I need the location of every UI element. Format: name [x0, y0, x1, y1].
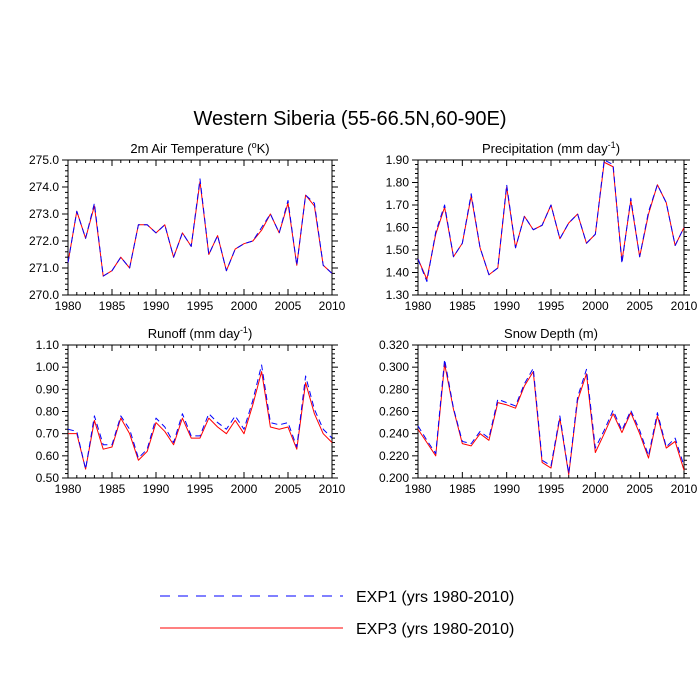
y-tick-label-runoff: 1.10: [36, 338, 60, 352]
y-tick-label-precipitation: 1.50: [386, 243, 410, 257]
y-tick-label-precipitation: 1.40: [386, 266, 410, 280]
y-tick-label-snow-depth: 0.240: [379, 427, 409, 441]
x-tick-label-precipitation: 1990: [493, 299, 520, 313]
x-tick-label-runoff: 1980: [55, 482, 82, 496]
x-tick-label-air-temperature: 2010: [319, 299, 346, 313]
plot-frame-snow-depth: [417, 344, 685, 479]
series-line-exp3-snow-depth: [417, 363, 685, 476]
y-tick-label-snow-depth: 0.260: [379, 405, 409, 419]
y-tick-label-precipitation: 1.30: [386, 288, 410, 302]
y-tick-label-air-temperature: 275.0: [29, 153, 59, 167]
x-tick-label-precipitation: 2000: [582, 299, 609, 313]
y-tick-label-air-temperature: 272.0: [29, 234, 59, 248]
y-tick-label-snow-depth: 0.280: [379, 382, 409, 396]
y-tick-label-snow-depth: 0.320: [379, 338, 409, 352]
y-tick-label-precipitation: 1.80: [386, 176, 410, 190]
x-tick-label-precipitation: 2005: [626, 299, 653, 313]
x-tick-label-air-temperature: 2000: [231, 299, 258, 313]
series-line-exp3-air-temperature: [67, 181, 333, 277]
series-line-exp1-precipitation: [417, 159, 685, 282]
legend: EXP1 (yrs 1980-2010) EXP3 (yrs 1980-2010…: [160, 589, 514, 638]
legend-label-exp3: EXP3 (yrs 1980-2010): [356, 621, 514, 638]
y-tick-label-air-temperature: 271.0: [29, 261, 59, 275]
y-tick-label-runoff: 0.60: [36, 449, 60, 463]
plot-frame-precipitation: [417, 159, 685, 296]
y-tick-label-runoff: 0.50: [36, 471, 60, 485]
x-tick-label-air-temperature: 1980: [55, 299, 82, 313]
series-line-exp1-air-temperature: [67, 178, 333, 277]
x-tick-label-air-temperature: 2005: [275, 299, 302, 313]
x-tick-label-runoff: 1985: [99, 482, 126, 496]
panel-runoff: Runoff (mm day-1) 1980 1985 1990 1995 2000 200…: [36, 325, 346, 496]
y-tick-label-snow-depth: 0.200: [379, 471, 409, 485]
plot-frame-runoff: [67, 344, 333, 479]
x-tick-label-runoff: 1990: [143, 482, 170, 496]
x-tick-label-precipitation: 1985: [449, 299, 476, 313]
y-tick-label-runoff: 0.90: [36, 382, 60, 396]
panel-title-snow-depth: Snow Depth (m): [504, 326, 598, 341]
x-tick-label-runoff: 2005: [275, 482, 302, 496]
x-tick-label-runoff: 2000: [231, 482, 258, 496]
y-tick-label-precipitation: 1.70: [386, 198, 410, 212]
panel-air-temperature: 2m Air Temperature (oK) 1980 1985 1990 1995 2…: [29, 140, 346, 313]
series-line-exp1-snow-depth: [417, 358, 685, 475]
series-line-exp3-runoff: [68, 371, 333, 470]
x-tick-label-precipitation: 1980: [405, 299, 432, 313]
panel-title-air-temperature: 2m Air Temperature (oK): [130, 140, 269, 156]
x-tick-label-air-temperature: 1985: [99, 299, 126, 313]
x-tick-label-precipitation: 2010: [671, 299, 698, 313]
panel-title-precipitation: Precipitation (mm day-1): [482, 140, 620, 156]
panel-snow-depth: Snow Depth (m) 1980 1985 1990 1995 2000 2005 20…: [379, 326, 698, 496]
legend-label-exp1: EXP1 (yrs 1980-2010): [356, 589, 514, 606]
series-line-exp3-precipitation: [417, 161, 685, 280]
x-tick-label-runoff: 2010: [319, 482, 346, 496]
y-tick-label-runoff: 0.70: [36, 427, 60, 441]
figure-title: Western Siberia (55-66.5N,60-90E): [193, 108, 506, 130]
y-tick-label-runoff: 1.00: [36, 360, 60, 374]
x-tick-label-snow-depth: 1980: [405, 482, 432, 496]
x-tick-label-runoff: 1995: [187, 482, 214, 496]
panel-precipitation: Precipitation (mm day-1) 1980 1985 1990 1995…: [386, 140, 698, 313]
y-tick-label-air-temperature: 274.0: [29, 180, 59, 194]
x-tick-label-air-temperature: 1990: [143, 299, 170, 313]
series-line-exp1-runoff: [67, 364, 333, 470]
panel-title-runoff: Runoff (mm day-1): [148, 325, 253, 341]
x-tick-label-air-temperature: 1995: [187, 299, 214, 313]
x-tick-label-snow-depth: 2000: [582, 482, 609, 496]
y-tick-label-precipitation: 1.60: [386, 221, 410, 235]
y-tick-label-precipitation: 1.90: [386, 153, 410, 167]
y-tick-label-runoff: 0.80: [36, 405, 60, 419]
x-tick-label-snow-depth: 1985: [449, 482, 476, 496]
y-tick-label-snow-depth: 0.300: [379, 360, 409, 374]
x-tick-label-snow-depth: 2005: [626, 482, 653, 496]
x-tick-label-snow-depth: 1990: [493, 482, 520, 496]
x-tick-label-precipitation: 1995: [538, 299, 565, 313]
x-tick-label-snow-depth: 1995: [538, 482, 565, 496]
y-tick-label-air-temperature: 270.0: [29, 288, 59, 302]
y-tick-label-air-temperature: 273.0: [29, 207, 59, 221]
x-tick-label-snow-depth: 2010: [671, 482, 698, 496]
y-tick-label-snow-depth: 0.220: [379, 449, 409, 463]
